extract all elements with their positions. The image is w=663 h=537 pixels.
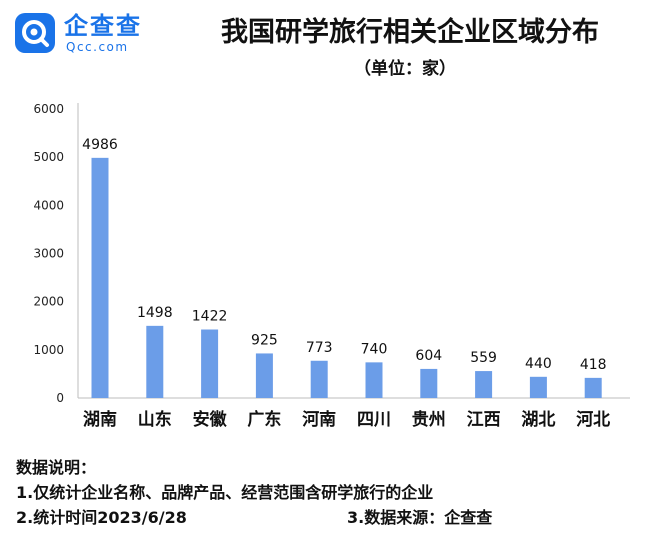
y-tick-label: 5000 (33, 150, 64, 164)
x-category-label: 湖北 (521, 410, 555, 430)
bar (584, 377, 602, 398)
y-tick-label: 3000 (33, 247, 64, 261)
bar (529, 376, 547, 398)
x-category-label: 江西 (467, 410, 501, 430)
brand-name-cn: 企查查 (64, 12, 142, 40)
bar-value-label: 1498 (137, 305, 173, 321)
bar (310, 360, 328, 398)
x-category-label: 广东 (247, 409, 281, 430)
bar-value-label: 773 (306, 340, 333, 356)
notes-line-1: 1.仅统计企业名称、品牌产品、经营范围含研学旅行的企业 (16, 483, 434, 502)
x-category-label: 贵州 (412, 409, 446, 430)
x-category-label: 湖南 (83, 409, 117, 430)
data-notes: 数据说明： 1.仅统计企业名称、品牌产品、经营范围含研学旅行的企业 2.统计时间… (16, 455, 433, 530)
y-tick-label: 1000 (33, 343, 64, 357)
bar-value-label: 559 (470, 350, 497, 366)
bar (146, 325, 164, 398)
brand-logo: 企查查 Qcc.com (14, 10, 174, 56)
bar-value-label: 925 (251, 332, 278, 348)
bar-value-label: 604 (415, 348, 442, 364)
x-category-label: 山东 (138, 409, 172, 430)
y-tick-label: 2000 (33, 295, 64, 309)
bar (475, 371, 493, 398)
bar (91, 157, 109, 398)
bar-chart: 0 1000 2000 3000 4000 5000 6000 4986 湖南 1498 山东 142… (33, 102, 630, 430)
bar (365, 362, 383, 398)
bar (420, 368, 438, 398)
bar-value-label: 440 (525, 356, 552, 372)
notes-line-2: 2.统计时间2023/6/28 (16, 508, 187, 527)
x-category-label: 河北 (576, 410, 610, 430)
x-category-label: 河南 (302, 409, 336, 430)
x-category-label: 四川 (357, 410, 391, 430)
bar (201, 329, 219, 398)
bar-value-label: 4986 (82, 137, 118, 153)
y-tick-label: 0 (56, 391, 64, 405)
bar-value-label: 418 (580, 357, 607, 373)
bar (255, 353, 273, 398)
notes-heading: 数据说明： (16, 458, 97, 477)
x-category-label: 安徽 (193, 409, 228, 430)
brand-name-en: Qcc.com (66, 40, 129, 54)
y-tick-label: 6000 (33, 102, 64, 116)
qcc-logo-icon (15, 13, 55, 53)
bar-value-label: 1422 (192, 309, 228, 325)
y-tick-label: 4000 (33, 198, 64, 212)
chart-title: 我国研学旅行相关企业区域分布 (221, 17, 599, 48)
bar-value-label: 740 (361, 341, 388, 357)
notes-line-3: 3.数据来源：企查查 (347, 508, 493, 527)
chart-subtitle: （单位：家） (354, 59, 456, 79)
